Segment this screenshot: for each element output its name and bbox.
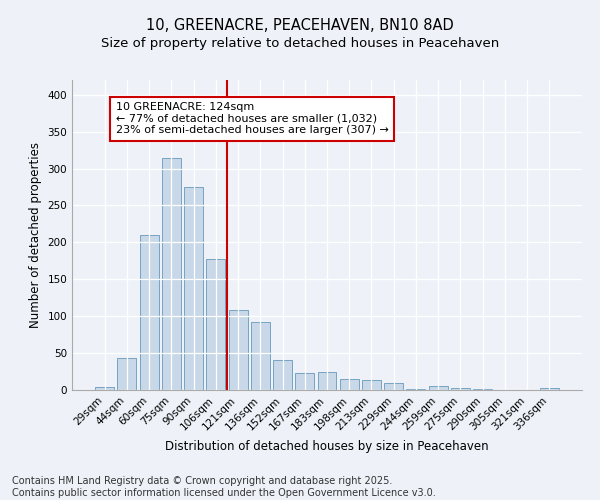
- Bar: [317, 372, 337, 390]
- Y-axis label: Number of detached properties: Number of detached properties: [29, 142, 42, 328]
- Bar: [206, 258, 225, 390]
- Bar: [451, 388, 470, 390]
- Bar: [162, 158, 181, 390]
- Text: 10, GREENACRE, PEACEHAVEN, BN10 8AD: 10, GREENACRE, PEACEHAVEN, BN10 8AD: [146, 18, 454, 32]
- Bar: [473, 388, 492, 390]
- Bar: [251, 322, 270, 390]
- Bar: [184, 187, 203, 390]
- Bar: [95, 387, 114, 390]
- Bar: [429, 386, 448, 390]
- Bar: [295, 373, 314, 390]
- Bar: [340, 379, 359, 390]
- Bar: [273, 360, 292, 390]
- Bar: [229, 310, 248, 390]
- Text: Size of property relative to detached houses in Peacehaven: Size of property relative to detached ho…: [101, 38, 499, 51]
- Bar: [140, 235, 158, 390]
- Text: Contains HM Land Registry data © Crown copyright and database right 2025.
Contai: Contains HM Land Registry data © Crown c…: [12, 476, 436, 498]
- Bar: [406, 388, 425, 390]
- X-axis label: Distribution of detached houses by size in Peacehaven: Distribution of detached houses by size …: [165, 440, 489, 453]
- Text: 10 GREENACRE: 124sqm
← 77% of detached houses are smaller (1,032)
23% of semi-de: 10 GREENACRE: 124sqm ← 77% of detached h…: [116, 102, 389, 136]
- Bar: [384, 382, 403, 390]
- Bar: [362, 380, 381, 390]
- Bar: [118, 358, 136, 390]
- Bar: [540, 388, 559, 390]
